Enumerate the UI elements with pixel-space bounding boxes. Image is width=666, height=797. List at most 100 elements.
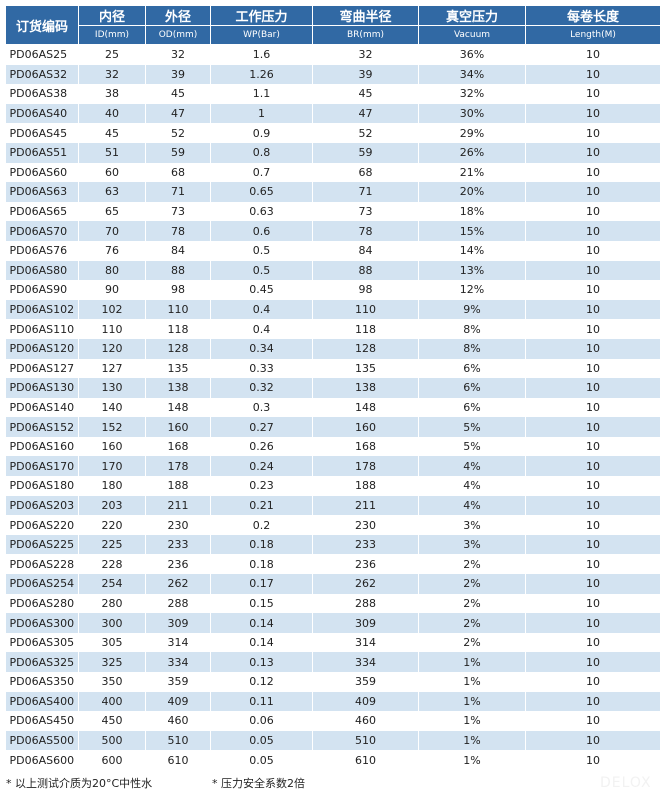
table-row: PD06AS228 228 236 0.18 236 2% 10 bbox=[5, 554, 661, 575]
cell-vacuum: 21% bbox=[418, 162, 526, 183]
table-row: PD06AS25 25 32 1.6 32 36% 10 bbox=[5, 44, 661, 65]
cell-id: 110 bbox=[78, 319, 146, 339]
cell-length: 10 bbox=[525, 378, 661, 398]
cell-length: 10 bbox=[525, 397, 661, 418]
cell-vacuum: 2% bbox=[418, 632, 526, 653]
cell-od: 359 bbox=[145, 672, 211, 692]
cell-code: PD06AS600 bbox=[5, 750, 79, 770]
cell-br: 78 bbox=[312, 221, 419, 241]
cell-length: 10 bbox=[525, 476, 661, 496]
cell-length: 10 bbox=[525, 240, 661, 261]
cell-code: PD06AS350 bbox=[5, 672, 79, 692]
cell-length: 10 bbox=[525, 730, 661, 751]
cell-od: 32 bbox=[145, 44, 211, 65]
cell-wp: 0.32 bbox=[210, 378, 313, 398]
cell-br: 118 bbox=[312, 319, 419, 339]
cell-od: 230 bbox=[145, 515, 211, 535]
cell-code: PD06AS90 bbox=[5, 280, 79, 300]
cell-wp: 0.18 bbox=[210, 554, 313, 575]
cell-vacuum: 1% bbox=[418, 750, 526, 770]
cell-vacuum: 20% bbox=[418, 182, 526, 202]
cell-length: 10 bbox=[525, 299, 661, 320]
cell-br: 288 bbox=[312, 593, 419, 614]
table-row: PD06AS600 600 610 0.05 610 1% 10 bbox=[5, 750, 661, 770]
table-row: PD06AS170 170 178 0.24 178 4% 10 bbox=[5, 456, 661, 477]
cell-id: 32 bbox=[78, 64, 146, 85]
cell-length: 10 bbox=[525, 691, 661, 712]
cell-length: 10 bbox=[525, 123, 661, 143]
cell-id: 25 bbox=[78, 44, 146, 65]
cell-od: 314 bbox=[145, 632, 211, 653]
cell-vacuum: 6% bbox=[418, 397, 526, 418]
cell-wp: 0.18 bbox=[210, 534, 313, 555]
cell-vacuum: 18% bbox=[418, 201, 526, 222]
cell-wp: 0.23 bbox=[210, 476, 313, 496]
table-row: PD06AS203 203 211 0.21 211 4% 10 bbox=[5, 495, 661, 516]
cell-vacuum: 2% bbox=[418, 613, 526, 633]
cell-length: 10 bbox=[525, 44, 661, 65]
table-row: PD06AS350 350 359 0.12 359 1% 10 bbox=[5, 672, 661, 692]
cell-id: 152 bbox=[78, 417, 146, 437]
cell-length: 10 bbox=[525, 436, 661, 457]
subheader-length: Length(M) bbox=[525, 25, 661, 45]
cell-id: 228 bbox=[78, 554, 146, 575]
cell-od: 71 bbox=[145, 182, 211, 202]
cell-br: 460 bbox=[312, 711, 419, 731]
cell-id: 70 bbox=[78, 221, 146, 241]
cell-od: 460 bbox=[145, 711, 211, 731]
cell-br: 110 bbox=[312, 299, 419, 320]
cell-vacuum: 4% bbox=[418, 456, 526, 477]
cell-code: PD06AS38 bbox=[5, 84, 79, 104]
cell-vacuum: 8% bbox=[418, 338, 526, 359]
cell-br: 148 bbox=[312, 397, 419, 418]
cell-vacuum: 2% bbox=[418, 574, 526, 594]
cell-id: 140 bbox=[78, 397, 146, 418]
cell-code: PD06AS203 bbox=[5, 495, 79, 516]
cell-br: 32 bbox=[312, 44, 419, 65]
cell-vacuum: 8% bbox=[418, 319, 526, 339]
cell-wp: 0.7 bbox=[210, 162, 313, 183]
cell-wp: 0.4 bbox=[210, 319, 313, 339]
table-row: PD06AS65 65 73 0.63 73 18% 10 bbox=[5, 201, 661, 222]
header-length: 每卷长度 bbox=[525, 5, 661, 26]
cell-id: 325 bbox=[78, 652, 146, 672]
spec-table: 订货编码 内径 外径 工作压力 弯曲半径 真空压力 每卷长度 ID(mm) OD… bbox=[5, 5, 661, 770]
cell-br: 52 bbox=[312, 123, 419, 143]
cell-code: PD06AS51 bbox=[5, 142, 79, 163]
cell-code: PD06AS325 bbox=[5, 652, 79, 672]
cell-br: 230 bbox=[312, 515, 419, 535]
cell-wp: 0.17 bbox=[210, 574, 313, 594]
table-row: PD06AS325 325 334 0.13 334 1% 10 bbox=[5, 652, 661, 672]
cell-vacuum: 15% bbox=[418, 221, 526, 241]
cell-code: PD06AS120 bbox=[5, 338, 79, 359]
cell-br: 233 bbox=[312, 534, 419, 555]
cell-vacuum: 2% bbox=[418, 554, 526, 575]
cell-od: 78 bbox=[145, 221, 211, 241]
cell-id: 51 bbox=[78, 142, 146, 163]
cell-vacuum: 13% bbox=[418, 260, 526, 281]
table-row: PD06AS76 76 84 0.5 84 14% 10 bbox=[5, 240, 661, 261]
cell-br: 88 bbox=[312, 260, 419, 281]
cell-od: 73 bbox=[145, 201, 211, 222]
cell-vacuum: 26% bbox=[418, 142, 526, 163]
cell-id: 40 bbox=[78, 103, 146, 124]
cell-br: 262 bbox=[312, 574, 419, 594]
cell-od: 59 bbox=[145, 142, 211, 163]
table-row: PD06AS280 280 288 0.15 288 2% 10 bbox=[5, 593, 661, 614]
cell-code: PD06AS40 bbox=[5, 103, 79, 124]
cell-id: 350 bbox=[78, 672, 146, 692]
table-row: PD06AS80 80 88 0.5 88 13% 10 bbox=[5, 260, 661, 281]
cell-od: 168 bbox=[145, 436, 211, 457]
cell-vacuum: 6% bbox=[418, 378, 526, 398]
cell-id: 220 bbox=[78, 515, 146, 535]
subheader-vacuum: Vacuum bbox=[418, 25, 526, 45]
cell-id: 254 bbox=[78, 574, 146, 594]
cell-wp: 0.3 bbox=[210, 397, 313, 418]
table-row: PD06AS450 450 460 0.06 460 1% 10 bbox=[5, 711, 661, 731]
cell-od: 309 bbox=[145, 613, 211, 633]
cell-length: 10 bbox=[525, 495, 661, 516]
cell-br: 359 bbox=[312, 672, 419, 692]
cell-id: 170 bbox=[78, 456, 146, 477]
cell-od: 178 bbox=[145, 456, 211, 477]
cell-vacuum: 4% bbox=[418, 495, 526, 516]
